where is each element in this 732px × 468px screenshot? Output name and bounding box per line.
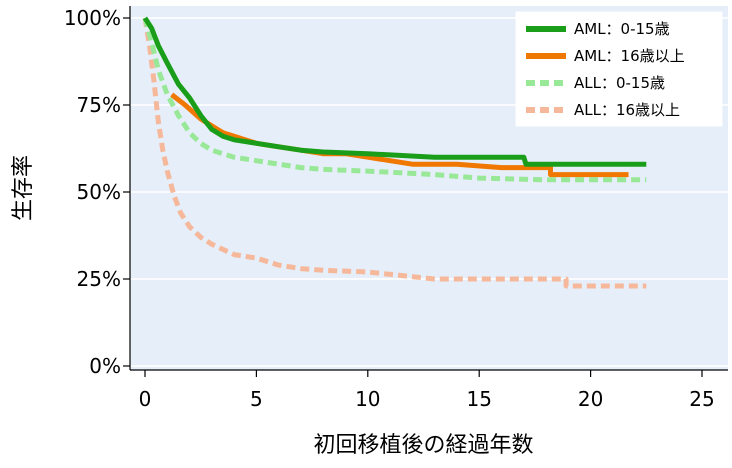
legend: AML：0-15歳 AML：16歳以上 ALL：0-15歳 ALL：16歳以上: [515, 11, 723, 127]
legend-label-2: AML：16歳以上: [574, 47, 685, 65]
y-tick-label: 50%: [77, 180, 121, 204]
x-tick-label: 15: [466, 387, 491, 411]
x-tick-label: 20: [578, 387, 603, 411]
y-tick-label: 75%: [77, 93, 121, 117]
y-axis-title: 生存率: [11, 155, 36, 221]
x-tick-label: 10: [355, 387, 380, 411]
legend-label-4: ALL：16歳以上: [574, 101, 680, 119]
y-tick-label: 100%: [64, 6, 121, 30]
series-line-3: [142, 17, 647, 183]
series-layer: [142, 16, 647, 289]
x-tick-label: 0: [139, 387, 152, 411]
y-tick-label: 25%: [77, 267, 121, 291]
x-tick-label: 25: [689, 387, 714, 411]
series-line-1: [142, 16, 647, 167]
y-tick-label: 0%: [89, 354, 121, 378]
axes: 0% 25% 50% 75% 100% 0 5 10 15 20 25: [64, 6, 728, 411]
legend-label-1: AML：0-15歳: [574, 20, 670, 38]
series-line-4: [142, 17, 647, 289]
legend-label-3: ALL：0-15歳: [574, 74, 665, 92]
x-axis-title: 初回移植後の経過年数: [313, 433, 533, 458]
x-tick-label: 5: [250, 387, 263, 411]
